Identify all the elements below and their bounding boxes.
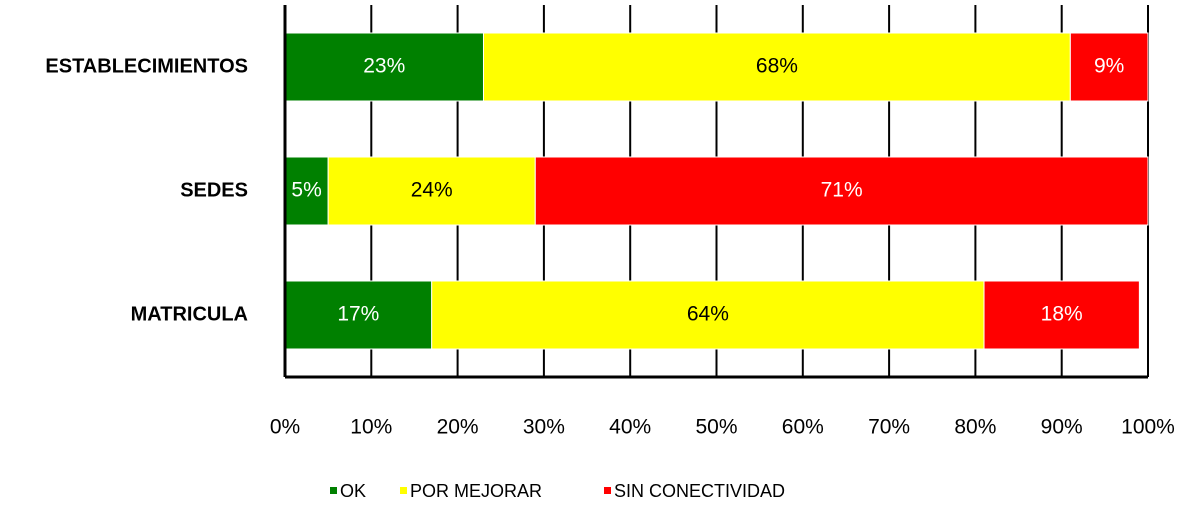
value-label: 71% <box>821 179 863 202</box>
value-label: 18% <box>1041 303 1083 326</box>
category-label: MATRICULA <box>131 303 248 325</box>
value-label: 17% <box>337 303 379 326</box>
bar-segment <box>284 156 329 226</box>
legend-swatch <box>604 487 611 494</box>
x-tick-label: 30% <box>523 416 565 439</box>
x-tick-label: 60% <box>782 416 824 439</box>
bar-segment <box>284 32 484 102</box>
legend-swatch <box>400 487 407 494</box>
legend-label: SIN CONECTIVIDAD <box>614 481 785 501</box>
bar-segment <box>534 156 1149 226</box>
x-tick-label: 80% <box>954 416 996 439</box>
x-tick-label: 70% <box>868 416 910 439</box>
value-label: 9% <box>1094 55 1124 78</box>
x-tick-label: 20% <box>437 416 479 439</box>
bar-segment <box>327 156 536 226</box>
x-tick-label: 0% <box>270 416 300 439</box>
value-label: 68% <box>756 55 798 78</box>
value-label: 24% <box>411 179 453 202</box>
value-label: 5% <box>291 179 321 202</box>
x-tick-label: 50% <box>695 416 737 439</box>
category-label: SEDES <box>180 179 248 201</box>
value-label: 64% <box>687 303 729 326</box>
x-tick-label: 90% <box>1041 416 1083 439</box>
legend-label: OK <box>340 481 366 501</box>
bar-segment <box>284 280 433 350</box>
legend-label: POR MEJORAR <box>410 481 542 501</box>
x-tick-label: 40% <box>609 416 651 439</box>
legend-swatch <box>330 487 337 494</box>
category-label: ESTABLECIMIENTOS <box>45 55 248 77</box>
value-label: 23% <box>363 55 405 78</box>
x-tick-label: 10% <box>350 416 392 439</box>
bar-segment <box>983 280 1140 350</box>
x-tick-label: 100% <box>1121 416 1175 439</box>
bar-segment <box>1069 32 1149 102</box>
bar-segment <box>482 32 1071 102</box>
